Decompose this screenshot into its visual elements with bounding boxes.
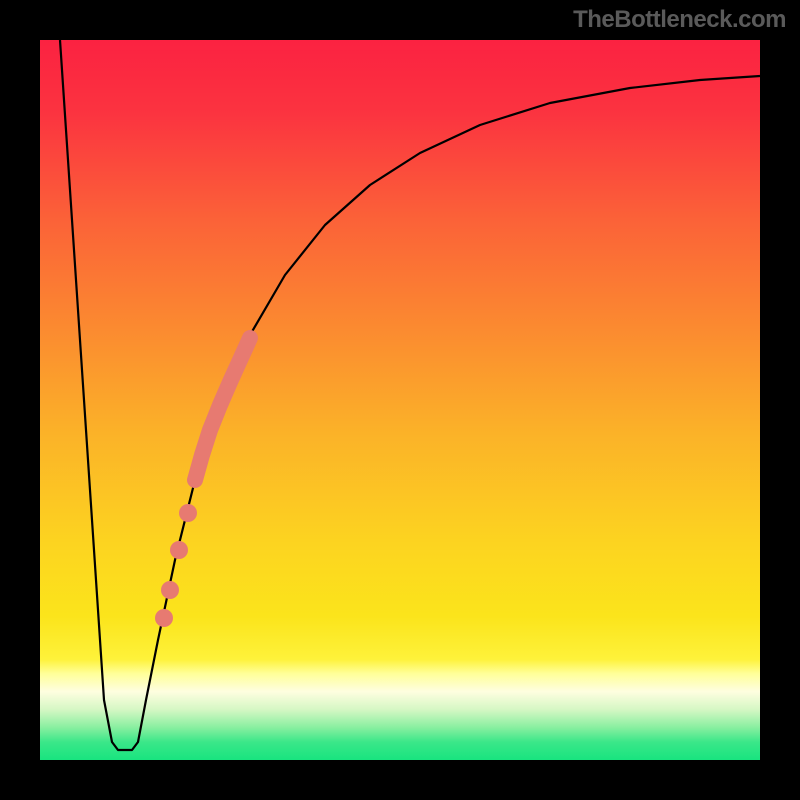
chart-frame: TheBottleneck.com — [0, 0, 800, 800]
bottleneck-dot — [161, 581, 179, 599]
bottleneck-dot — [170, 541, 188, 559]
bottleneck-chart — [0, 0, 800, 800]
bottleneck-dot — [155, 609, 173, 627]
plot-background-gradient — [40, 40, 760, 760]
bottleneck-dot — [179, 504, 197, 522]
